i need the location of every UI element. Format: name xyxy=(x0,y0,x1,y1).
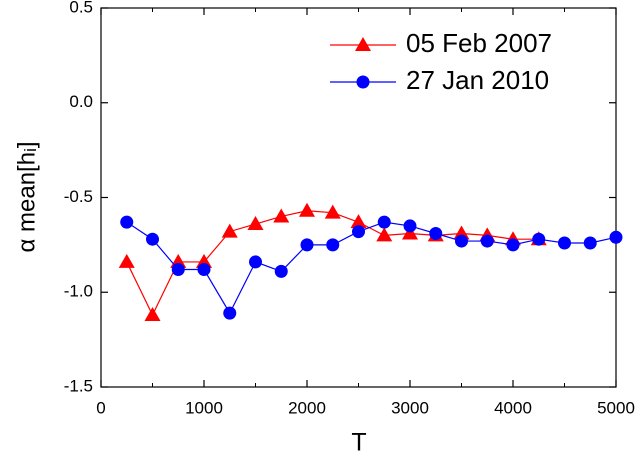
marker xyxy=(350,214,367,229)
x-axis-label: T xyxy=(351,429,366,457)
y-tick-label: -0.5 xyxy=(64,187,93,206)
x-tick-label: 3000 xyxy=(391,398,429,417)
y-tick-label: -1.5 xyxy=(64,376,93,395)
marker xyxy=(197,263,211,277)
marker xyxy=(532,232,546,246)
series-line xyxy=(126,210,539,317)
marker xyxy=(352,225,365,239)
marker xyxy=(376,227,393,242)
x-tick-label: 0 xyxy=(96,398,105,417)
marker xyxy=(403,219,417,233)
y-tick-label: 0.5 xyxy=(69,0,93,16)
marker xyxy=(300,238,314,252)
marker xyxy=(377,215,391,229)
marker xyxy=(299,202,315,217)
marker xyxy=(120,215,134,229)
marker xyxy=(356,75,370,89)
marker xyxy=(324,204,341,219)
y-tick-label: -1.0 xyxy=(64,282,93,301)
x-tick-label: 4000 xyxy=(494,398,532,417)
marker xyxy=(455,234,468,248)
marker xyxy=(223,306,237,320)
marker xyxy=(355,37,371,51)
marker xyxy=(144,306,161,321)
x-tick-label: 2000 xyxy=(288,398,326,417)
marker xyxy=(480,234,494,248)
marker xyxy=(326,238,340,252)
marker xyxy=(558,236,571,250)
marker xyxy=(249,255,262,269)
legend-label: 27 Jan 2010 xyxy=(406,65,549,95)
marker xyxy=(221,223,238,238)
x-tick-label: 5000 xyxy=(597,398,635,417)
marker xyxy=(506,238,520,252)
marker xyxy=(274,264,288,278)
y-axis-label: α mean[hᵢ] xyxy=(13,141,40,252)
x-tick-label: 1000 xyxy=(185,398,223,417)
marker xyxy=(402,225,418,240)
marker xyxy=(609,230,623,244)
legend-label: 05 Feb 2007 xyxy=(406,28,552,58)
marker xyxy=(118,253,135,268)
marker xyxy=(429,227,443,241)
y-tick-label: 0.0 xyxy=(69,92,93,111)
marker xyxy=(247,216,264,231)
marker xyxy=(273,208,290,223)
marker xyxy=(146,232,159,246)
marker xyxy=(583,236,597,250)
marker xyxy=(171,263,185,277)
